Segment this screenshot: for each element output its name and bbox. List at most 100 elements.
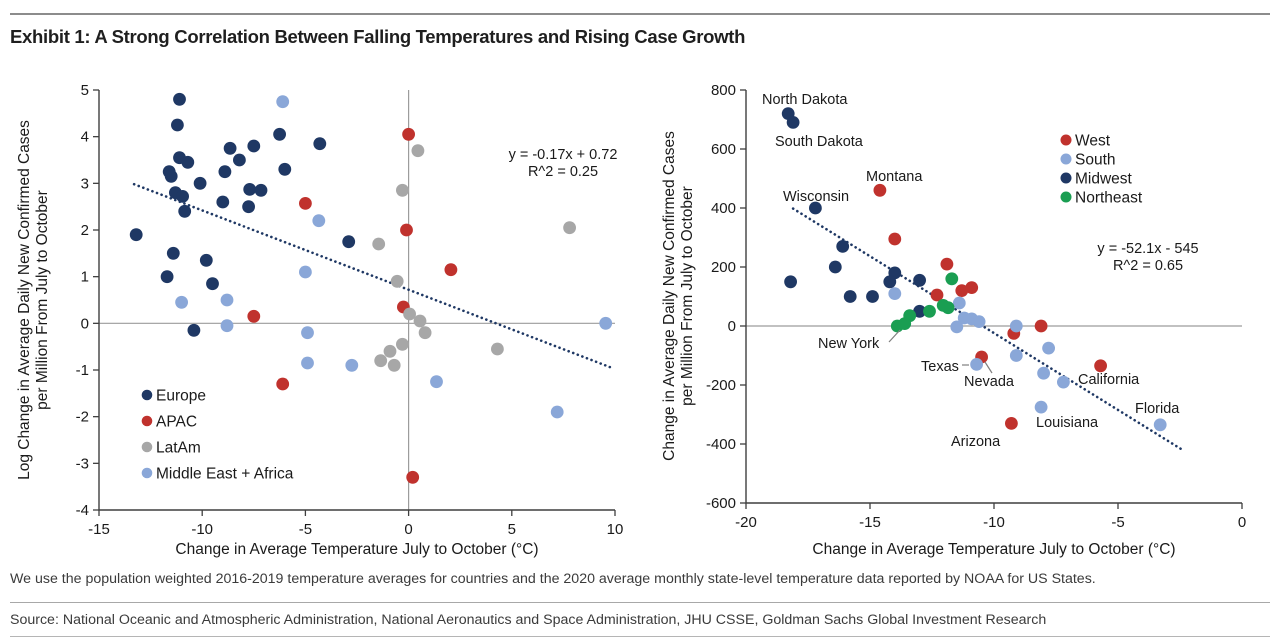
data-point — [247, 309, 261, 323]
y-tick-label: -4 — [76, 502, 89, 519]
data-point — [970, 358, 983, 371]
data-point — [913, 273, 926, 287]
data-point — [1057, 375, 1070, 389]
data-point — [276, 95, 290, 109]
data-point — [247, 139, 261, 153]
data-point — [930, 288, 944, 302]
x-tick-label: -15 — [859, 514, 881, 531]
trend-equation: y = -0.17x + 0.72 — [509, 147, 618, 163]
y-tick-label: 600 — [711, 141, 736, 158]
legend-label-south: South — [1075, 152, 1116, 169]
y-axis-title-line2: per Million From July to October — [679, 186, 696, 406]
x-tick-label: 10 — [607, 521, 624, 538]
data-point — [171, 118, 184, 132]
right-chart: 800 600 400 200 0 -200 -400 -600 -20 -15 -10 -5 0 Wes… — [661, 82, 1246, 558]
x-tick-label: -10 — [191, 521, 213, 538]
legend-label-middle-east-africa: Middle East + Africa — [156, 466, 294, 483]
annotation-texas: Texas — [921, 359, 959, 375]
x-tick-label: 0 — [1238, 514, 1246, 531]
data-point — [178, 204, 192, 218]
annotation-nevada: Nevada — [964, 374, 1015, 390]
y-tick-label: 1 — [81, 269, 89, 286]
top-divider — [10, 13, 1270, 15]
legend-label-latam: LatAm — [156, 440, 201, 457]
series-south — [888, 287, 1167, 432]
series-middle-east-africa — [175, 95, 613, 419]
annotation-arizona: Arizona — [951, 434, 1001, 450]
x-axis-title: Change in Average Temperature July to Oc… — [812, 541, 1175, 558]
legend-marker-latam — [141, 441, 153, 453]
data-point — [301, 356, 314, 370]
data-point — [299, 265, 312, 279]
legend-marker-middle-east-africa — [141, 467, 153, 479]
y-tick-label: 2 — [81, 222, 89, 239]
data-point — [312, 214, 326, 228]
data-point — [941, 301, 955, 315]
data-point — [218, 165, 232, 179]
data-point — [883, 275, 897, 289]
x-tick-label: -5 — [299, 521, 312, 538]
data-point — [599, 316, 613, 330]
data-point — [187, 323, 201, 337]
data-point — [444, 263, 458, 277]
data-point — [243, 183, 257, 196]
y-axis-title-line1: Change in Average Daily New Confirmed Ca… — [661, 131, 678, 461]
y-tick-label: -600 — [706, 495, 736, 512]
trend-r-squared: R^2 = 0.65 — [1113, 258, 1183, 274]
data-point — [129, 228, 143, 242]
data-point — [1037, 366, 1050, 380]
data-point — [406, 470, 420, 484]
data-point — [809, 201, 822, 215]
data-point — [1034, 319, 1048, 333]
data-point — [173, 92, 186, 106]
data-point — [220, 293, 234, 307]
data-point — [402, 127, 415, 141]
x-tick-label: -20 — [735, 514, 757, 531]
annotation-louisiana: Louisiana — [1036, 415, 1099, 431]
data-point — [374, 354, 388, 368]
data-point — [843, 290, 857, 303]
x-tick-label: -10 — [983, 514, 1005, 531]
data-point — [1094, 359, 1107, 373]
data-point — [176, 190, 190, 203]
y-axis-title-line2: per Million From July to October — [34, 190, 51, 410]
legend-marker-midwest — [1060, 172, 1072, 184]
data-point — [400, 223, 413, 237]
legend: West South Midwest Northeast — [1060, 133, 1143, 207]
annotation-montana: Montana — [866, 169, 923, 185]
data-point — [199, 253, 213, 267]
series-europe — [129, 92, 356, 337]
data-point — [888, 232, 902, 246]
series-northeast — [890, 272, 959, 333]
data-point — [175, 295, 189, 309]
data-point — [430, 375, 443, 389]
legend-label-northeast: Northeast — [1075, 190, 1143, 207]
data-point — [950, 320, 964, 334]
annotation-north-dakota: North Dakota — [762, 92, 848, 108]
data-point — [387, 358, 401, 372]
data-point — [216, 195, 230, 209]
data-point — [1042, 341, 1055, 355]
data-point — [888, 287, 902, 300]
data-point — [945, 272, 959, 286]
source-text: Source: National Oceanic and Atmospheric… — [10, 612, 1047, 628]
annotation-leader-nevada — [984, 361, 993, 374]
annotation-leader-new-york — [888, 329, 901, 343]
data-point — [181, 155, 195, 169]
legend-marker-apac — [141, 415, 153, 427]
legend-label-west: West — [1075, 133, 1111, 150]
annotation-florida: Florida — [1135, 401, 1180, 417]
data-point — [1005, 417, 1018, 430]
data-point — [828, 260, 842, 274]
data-point — [301, 326, 314, 340]
data-point — [913, 304, 926, 318]
data-point — [223, 141, 237, 155]
trend-equation: y = -52.1x - 545 — [1097, 241, 1198, 257]
annotation-wisconsin: Wisconsin — [783, 189, 849, 205]
data-point — [972, 315, 986, 328]
y-tick-label: -3 — [76, 455, 89, 472]
legend-marker-northeast — [1060, 191, 1072, 203]
y-tick-label: 0 — [728, 318, 736, 335]
